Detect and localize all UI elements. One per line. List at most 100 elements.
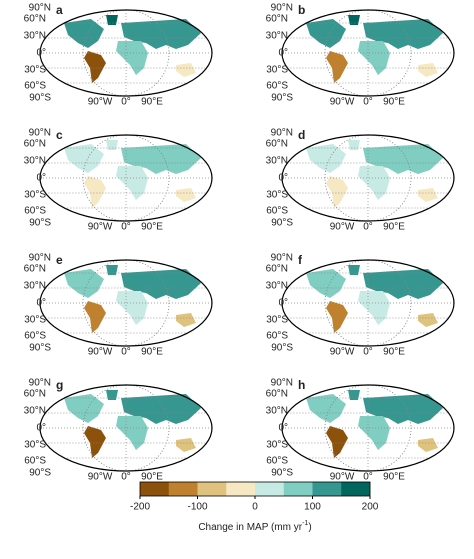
land <box>106 140 118 150</box>
lat-label: 0° <box>278 173 288 184</box>
graticule <box>82 9 170 97</box>
lat-label: 60°N <box>24 264 46 275</box>
land <box>306 269 346 298</box>
lat-label: 90°N <box>271 253 293 264</box>
colorbar-swatch <box>255 482 285 496</box>
land <box>176 313 196 327</box>
land <box>106 15 118 25</box>
land <box>106 390 118 400</box>
lat-label: 30°N <box>24 156 46 167</box>
lat-label: 30°N <box>24 281 46 292</box>
panel-label: d <box>298 128 305 142</box>
colorbar-swatch <box>341 482 371 496</box>
colorbar-swatch <box>168 482 198 496</box>
land <box>64 269 104 298</box>
land <box>106 265 118 275</box>
lat-label: 60°N <box>266 139 288 150</box>
land <box>418 63 438 77</box>
map <box>39 259 213 347</box>
lon-label: 90°E <box>141 97 163 108</box>
lat-label: 90°N <box>271 378 293 389</box>
lat-label: 0° <box>278 298 288 309</box>
lon-label: 0° <box>121 97 131 108</box>
lat-label: 0° <box>36 48 46 59</box>
land <box>64 394 104 423</box>
colorbar-swatch <box>140 482 170 496</box>
land <box>358 166 390 200</box>
lon-label: 90°W <box>330 222 355 233</box>
lon-label: 90°E <box>141 472 163 483</box>
lat-label: 30°S <box>24 440 46 451</box>
panel-label: e <box>56 253 63 267</box>
land <box>348 140 360 150</box>
land <box>116 416 148 450</box>
land <box>358 291 390 325</box>
lon-label: 90°W <box>88 472 113 483</box>
land <box>84 301 106 333</box>
land <box>326 301 348 333</box>
lat-label: 30°S <box>266 440 288 451</box>
colorbar-tick-label: -200 <box>130 502 150 513</box>
land <box>116 166 148 200</box>
panel-label: b <box>298 3 305 17</box>
lat-label: 60°S <box>24 206 46 217</box>
lat-label: 90°N <box>271 3 293 14</box>
graticule <box>82 384 170 472</box>
map-outline <box>39 9 213 97</box>
lon-label: 0° <box>363 347 373 358</box>
map-outline <box>281 384 455 472</box>
colorbar-tick-label: 100 <box>304 502 321 513</box>
lon-label: 90°W <box>330 97 355 108</box>
lat-label: 30°N <box>24 406 46 417</box>
colorbar-label-sup: -1 <box>302 520 308 527</box>
map-outline <box>281 9 455 97</box>
lat-label: 0° <box>278 48 288 59</box>
lon-label: 90°W <box>330 347 355 358</box>
lat-label: 60°S <box>24 81 46 92</box>
lat-label: 90°S <box>29 343 51 354</box>
lat-label: 0° <box>278 423 288 434</box>
graticule <box>82 259 170 347</box>
land <box>418 188 438 202</box>
lon-label: 90°W <box>88 222 113 233</box>
land <box>306 19 346 48</box>
lat-label: 30°S <box>24 315 46 326</box>
lat-label: 30°S <box>266 315 288 326</box>
lat-label: 60°S <box>266 456 288 467</box>
lon-label: 90°E <box>141 222 163 233</box>
lat-label: 30°N <box>266 406 288 417</box>
panel-label: a <box>56 3 63 17</box>
lon-label: 90°W <box>88 347 113 358</box>
land <box>326 426 348 458</box>
lat-label: 60°S <box>266 81 288 92</box>
lat-label: 90°S <box>271 218 293 229</box>
lat-label: 60°N <box>24 139 46 150</box>
lat-label: 90°S <box>29 93 51 104</box>
map <box>281 9 455 97</box>
lon-label: 90°E <box>383 347 405 358</box>
lat-label: 60°S <box>24 456 46 467</box>
graticule <box>324 9 412 97</box>
map-outline <box>39 134 213 222</box>
lat-label: 30°S <box>24 190 46 201</box>
lat-label: 60°S <box>266 331 288 342</box>
lat-label: 90°S <box>271 93 293 104</box>
lat-label: 30°N <box>266 156 288 167</box>
lat-label: 60°N <box>266 264 288 275</box>
land <box>176 438 196 452</box>
land <box>358 41 390 75</box>
lat-label: 30°S <box>24 65 46 76</box>
land <box>116 41 148 75</box>
map <box>39 384 213 472</box>
map <box>39 134 213 222</box>
panel-label: h <box>298 378 305 392</box>
panel-label: f <box>298 253 303 267</box>
land <box>348 15 360 25</box>
lat-label: 90°S <box>271 343 293 354</box>
lat-label: 30°N <box>266 281 288 292</box>
lat-label: 90°N <box>29 128 51 139</box>
lat-label: 90°N <box>29 378 51 389</box>
lat-label: 60°N <box>266 389 288 400</box>
lon-label: 0° <box>363 472 373 483</box>
land <box>64 144 104 173</box>
